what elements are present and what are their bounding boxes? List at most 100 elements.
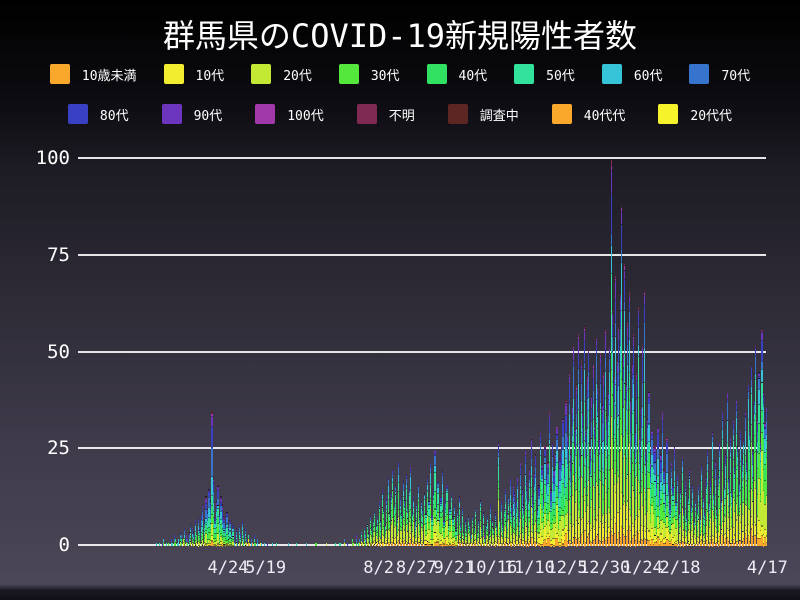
bar [529,469,531,547]
bar [386,496,388,547]
bar [167,542,169,547]
bar [444,500,447,547]
y-gridline [78,447,766,450]
bar [411,512,413,547]
bar [729,438,731,547]
bar [542,496,545,547]
legend-item: 20代 [251,64,312,84]
y-gridline [78,253,766,256]
legend-label: 10歳未満 [81,68,137,84]
legend-item: 90代 [161,104,222,124]
bar [556,426,558,547]
bar [759,442,761,547]
legend-label: 20代 [283,68,312,84]
bar [478,520,480,547]
bar [360,531,362,547]
bar [663,469,665,547]
bar [574,426,576,547]
legend-label: 30代 [370,68,400,84]
bar [719,442,721,547]
bar [683,508,685,547]
y-tick-label: 75 [47,243,70,266]
bar [676,473,679,547]
bar [419,515,421,547]
legend-item: 10歳未満 [49,64,137,84]
bar [625,384,627,547]
legend-item: 70代 [689,64,750,84]
bar [511,504,513,547]
bar [295,542,297,547]
bar [704,512,706,547]
bar [573,345,575,547]
bar [455,528,457,547]
bar [399,496,401,547]
bar [414,519,416,547]
bar [243,534,245,547]
bar [473,527,475,547]
bar [366,523,368,547]
bar [440,496,442,547]
bar [416,504,418,547]
bar [725,453,727,547]
bar [583,326,585,547]
bar [466,527,468,547]
legend-item: 40代代 [551,104,625,124]
bar [559,457,561,547]
bar [618,326,620,547]
bar [713,492,715,547]
bar [191,527,193,547]
bar [557,481,560,547]
bar [749,430,751,547]
bar [490,504,492,547]
bar [196,534,198,547]
bar [570,453,572,547]
bar [325,542,328,547]
bar [431,516,433,547]
bar [539,430,541,547]
bar [315,542,317,547]
bar [753,399,755,547]
x-axis-line [78,544,766,546]
bar [218,512,221,547]
bar [447,523,450,547]
bar [470,534,472,547]
legend-swatch-icon [161,104,182,124]
bar [603,372,605,547]
bar [714,461,716,547]
bar [252,542,254,547]
bar [392,469,394,547]
bar [541,465,543,547]
bar [365,534,367,547]
bar [563,465,566,547]
bar [401,512,403,547]
bar [230,531,233,547]
bar [173,534,175,547]
bar [237,538,239,547]
bar [747,384,749,547]
bar [203,520,205,547]
bar [585,430,587,547]
bar [434,450,436,547]
bar [472,515,474,547]
bar [179,531,181,547]
bar [654,445,656,547]
bar [553,469,555,547]
bar [229,519,231,547]
bar [746,461,748,547]
bar [428,500,430,547]
bar [651,430,653,547]
bar [374,512,376,547]
bar [259,542,261,547]
bar [616,360,618,547]
bar [737,446,739,547]
bar [723,484,725,547]
bar [469,523,471,547]
legend-item: 10代 [163,64,224,84]
bar [193,532,195,547]
legend-item: 30代 [338,64,400,84]
bar [735,399,737,547]
bar [499,516,501,547]
bar [240,531,242,547]
bar [666,438,668,547]
